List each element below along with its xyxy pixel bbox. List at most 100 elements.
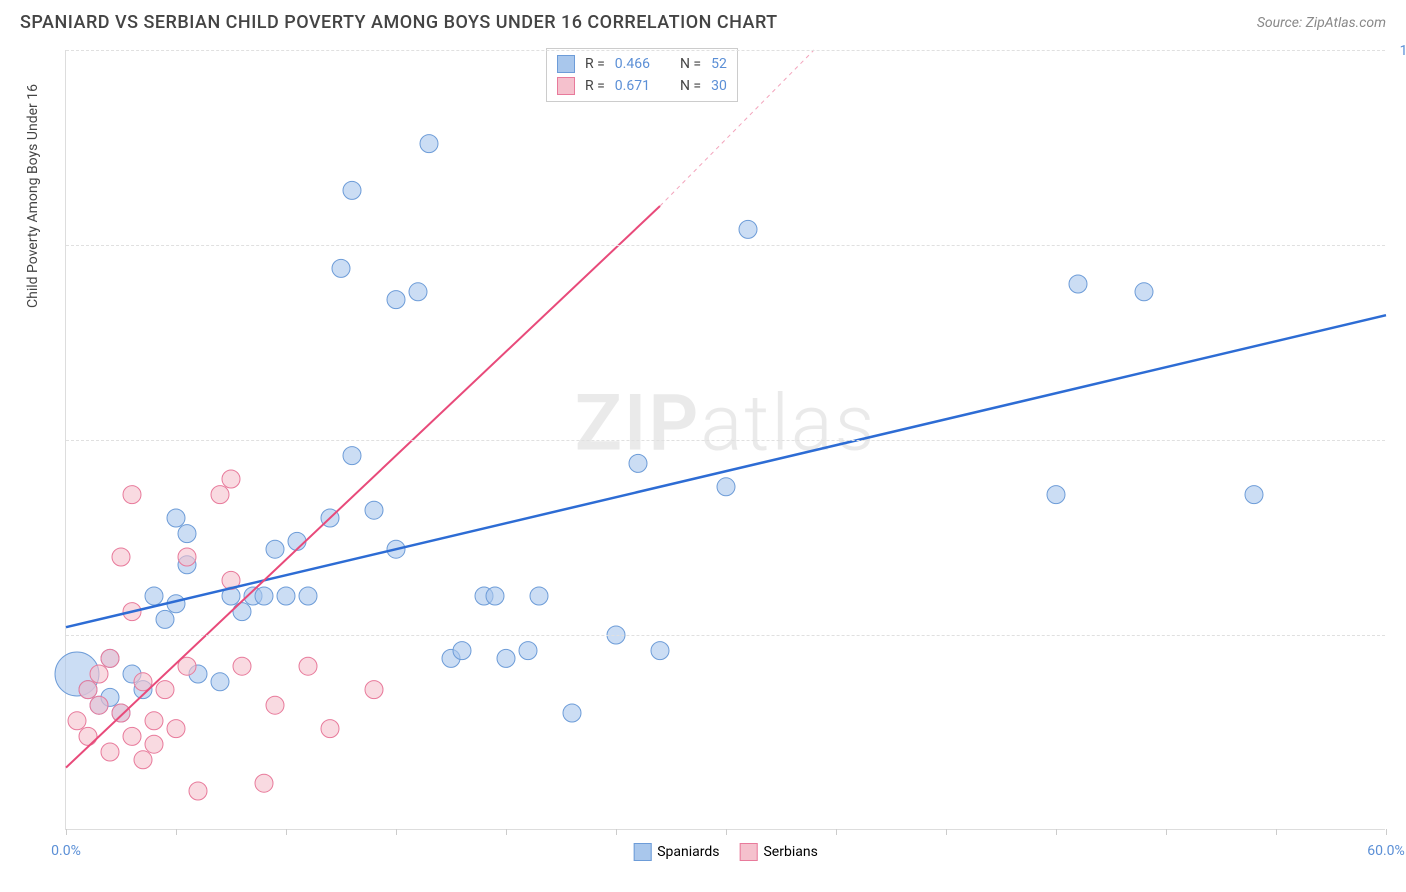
data-point [167, 509, 185, 527]
legend-r-value: 0.671 [615, 78, 650, 94]
data-point [343, 181, 361, 199]
data-point [123, 486, 141, 504]
data-point [134, 751, 152, 769]
y-axis-title: Child Poverty Among Boys Under 16 [25, 84, 41, 308]
data-point [233, 657, 251, 675]
legend-n-value: 52 [711, 56, 727, 72]
legend-swatch [557, 77, 575, 95]
data-point [233, 603, 251, 621]
data-point [530, 587, 548, 605]
data-point [1069, 275, 1087, 293]
chart-area: ZIPatlas R = 0.466 N = 52 R = 0.671 N = … [65, 50, 1385, 830]
source-attribution: Source: ZipAtlas.com [1257, 15, 1386, 31]
legend-item: Spaniards [633, 843, 719, 861]
y-tick-label: 100.0% [1400, 43, 1406, 59]
data-point [420, 135, 438, 153]
data-point [211, 673, 229, 691]
legend-row: R = 0.671 N = 30 [557, 75, 727, 97]
data-point [266, 696, 284, 714]
data-point [68, 712, 86, 730]
x-tick [836, 829, 837, 835]
data-point [365, 681, 383, 699]
data-point [365, 501, 383, 519]
legend-series-label: Serbians [763, 844, 817, 860]
data-point [222, 470, 240, 488]
data-point [145, 712, 163, 730]
data-point [1245, 486, 1263, 504]
data-point [79, 681, 97, 699]
header: SPANIARD VS SERBIAN CHILD POVERTY AMONG … [0, 0, 1406, 41]
data-point [156, 610, 174, 628]
data-point [1135, 283, 1153, 301]
data-point [387, 291, 405, 309]
data-point [288, 532, 306, 550]
legend-r-value: 0.466 [615, 56, 650, 72]
data-point [211, 486, 229, 504]
data-point [497, 649, 515, 667]
x-tick [1056, 829, 1057, 835]
x-tick [66, 829, 67, 835]
data-point [90, 665, 108, 683]
x-tick [286, 829, 287, 835]
legend-swatch [557, 55, 575, 73]
data-point [101, 743, 119, 761]
data-point [321, 720, 339, 738]
data-point [266, 540, 284, 558]
legend-series: Spaniards Serbians [633, 843, 818, 861]
data-point [717, 478, 735, 496]
legend-series-label: Spaniards [657, 844, 719, 860]
x-tick-label: 0.0% [51, 843, 81, 859]
data-point [79, 727, 97, 745]
data-point [156, 681, 174, 699]
grid-line: 25.0% [66, 635, 1385, 636]
legend-n-label: N = [680, 56, 701, 72]
x-tick-label: 60.0% [1367, 843, 1405, 859]
x-tick [946, 829, 947, 835]
data-point [112, 704, 130, 722]
data-point [453, 642, 471, 660]
grid-line: 50.0% [66, 440, 1385, 441]
grid-line: 100.0% [66, 50, 1385, 51]
x-tick [176, 829, 177, 835]
data-point [112, 548, 130, 566]
data-point [255, 774, 273, 792]
data-point [145, 735, 163, 753]
legend-r-label: R = [585, 56, 605, 72]
grid-line: 75.0% [66, 245, 1385, 246]
legend-swatch [633, 843, 651, 861]
x-tick [1386, 829, 1387, 835]
data-point [299, 587, 317, 605]
data-point [255, 587, 273, 605]
data-point [629, 454, 647, 472]
data-point [299, 657, 317, 675]
data-point [1047, 486, 1065, 504]
regression-line-serbians [66, 206, 660, 768]
data-point [101, 649, 119, 667]
x-tick [396, 829, 397, 835]
data-point [486, 587, 504, 605]
data-point [277, 587, 295, 605]
data-point [123, 727, 141, 745]
x-tick [616, 829, 617, 835]
x-tick [726, 829, 727, 835]
legend-swatch [739, 843, 757, 861]
data-point [332, 259, 350, 277]
data-point [90, 696, 108, 714]
data-point [167, 720, 185, 738]
x-tick [506, 829, 507, 835]
data-point [145, 587, 163, 605]
legend-item: Serbians [739, 843, 817, 861]
data-point [651, 642, 669, 660]
data-point [563, 704, 581, 722]
legend-row: R = 0.466 N = 52 [557, 53, 727, 75]
data-point [409, 283, 427, 301]
data-point [178, 548, 196, 566]
data-point [189, 782, 207, 800]
data-point [343, 447, 361, 465]
data-point [519, 642, 537, 660]
x-tick [1166, 829, 1167, 835]
legend-r-label: R = [585, 78, 605, 94]
x-tick [1276, 829, 1277, 835]
data-point [739, 220, 757, 238]
legend-n-value: 30 [711, 78, 727, 94]
